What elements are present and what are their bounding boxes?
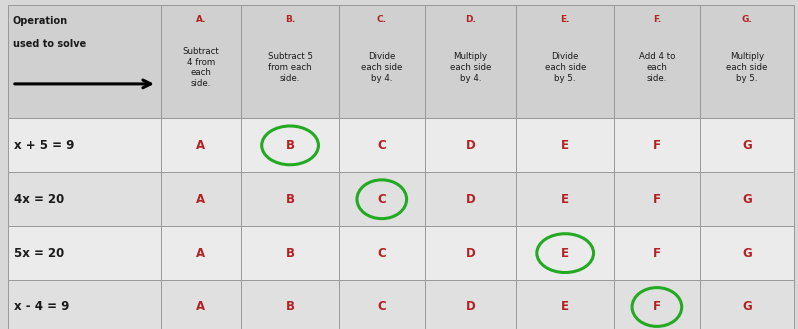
Text: E: E — [561, 139, 569, 152]
Text: B: B — [286, 247, 294, 260]
Text: Operation: Operation — [13, 16, 68, 26]
Text: C: C — [377, 300, 386, 314]
Bar — [8, 118, 161, 172]
Text: F: F — [653, 300, 661, 314]
Bar — [425, 280, 516, 329]
Bar — [339, 118, 425, 172]
Bar — [8, 280, 161, 329]
Text: 5x = 20: 5x = 20 — [14, 247, 64, 260]
Text: A: A — [196, 300, 206, 314]
Text: G: G — [742, 247, 752, 260]
Text: G: G — [742, 300, 752, 314]
Text: Add 4 to
each
side.: Add 4 to each side. — [638, 52, 675, 83]
Bar — [241, 118, 339, 172]
Bar — [241, 280, 339, 329]
Bar — [516, 280, 614, 329]
Text: F.: F. — [653, 15, 661, 24]
Bar — [339, 172, 425, 226]
Text: F: F — [653, 247, 661, 260]
Bar — [339, 5, 425, 118]
Bar — [614, 118, 700, 172]
Text: B: B — [286, 300, 294, 314]
Text: B: B — [286, 193, 294, 206]
Text: A.: A. — [196, 15, 206, 24]
Text: E.: E. — [560, 15, 570, 24]
Text: Divide
each side
by 4.: Divide each side by 4. — [361, 52, 402, 83]
Text: D: D — [465, 139, 476, 152]
Text: E: E — [561, 247, 569, 260]
Text: E: E — [561, 300, 569, 314]
Text: Subtract 5
from each
side.: Subtract 5 from each side. — [267, 52, 313, 83]
Bar — [425, 5, 516, 118]
Bar — [700, 118, 794, 172]
Bar — [241, 172, 339, 226]
Bar — [241, 226, 339, 280]
Text: B.: B. — [285, 15, 295, 24]
Text: D: D — [465, 193, 476, 206]
Bar — [516, 118, 614, 172]
Bar — [161, 280, 241, 329]
Text: G.: G. — [741, 15, 753, 24]
Text: 4x = 20: 4x = 20 — [14, 193, 64, 206]
Bar — [425, 226, 516, 280]
Text: D: D — [465, 300, 476, 314]
Bar — [700, 280, 794, 329]
Text: C.: C. — [377, 15, 387, 24]
Text: B: B — [286, 139, 294, 152]
Text: A: A — [196, 247, 206, 260]
Bar — [161, 226, 241, 280]
Bar — [339, 280, 425, 329]
Text: F: F — [653, 193, 661, 206]
Bar — [700, 5, 794, 118]
Text: Multiply
each side
by 4.: Multiply each side by 4. — [450, 52, 491, 83]
Bar — [700, 226, 794, 280]
Bar — [516, 172, 614, 226]
Bar — [8, 5, 161, 118]
Text: Divide
each side
by 5.: Divide each side by 5. — [544, 52, 586, 83]
Text: Subtract
4 from
each
side.: Subtract 4 from each side. — [183, 47, 219, 88]
Bar — [614, 226, 700, 280]
Bar — [425, 118, 516, 172]
Bar — [339, 226, 425, 280]
Bar — [516, 226, 614, 280]
Bar — [700, 172, 794, 226]
Text: Multiply
each side
by 5.: Multiply each side by 5. — [726, 52, 768, 83]
Text: used to solve: used to solve — [13, 39, 86, 49]
Text: D.: D. — [465, 15, 476, 24]
Text: G: G — [742, 139, 752, 152]
Text: C: C — [377, 247, 386, 260]
Text: A: A — [196, 193, 206, 206]
Bar — [241, 5, 339, 118]
Bar — [614, 5, 700, 118]
Text: C: C — [377, 193, 386, 206]
Bar — [161, 5, 241, 118]
Text: F: F — [653, 139, 661, 152]
Text: x + 5 = 9: x + 5 = 9 — [14, 139, 74, 152]
Bar — [425, 172, 516, 226]
Text: x - 4 = 9: x - 4 = 9 — [14, 300, 69, 314]
Bar — [161, 172, 241, 226]
Bar — [614, 280, 700, 329]
Text: C: C — [377, 139, 386, 152]
Text: A: A — [196, 139, 206, 152]
Bar — [614, 172, 700, 226]
Bar — [8, 226, 161, 280]
Text: E: E — [561, 193, 569, 206]
Text: D: D — [465, 247, 476, 260]
Bar — [8, 172, 161, 226]
Text: G: G — [742, 193, 752, 206]
Bar — [516, 5, 614, 118]
Bar — [161, 118, 241, 172]
